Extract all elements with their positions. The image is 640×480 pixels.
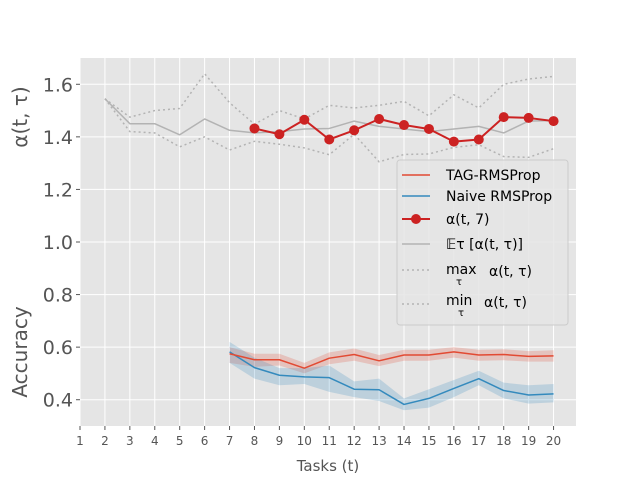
y-tick-label-4: 1.2: [43, 179, 73, 201]
legend-label-tag: TAG-RMSProp: [445, 168, 541, 184]
legend-label-min-sub: τ: [458, 308, 464, 319]
x-tick-label-20: 20: [546, 434, 561, 448]
alpha7-point-15: [423, 123, 434, 134]
x-tick-label-16: 16: [446, 434, 461, 448]
y-tick-label-3: 1.0: [43, 232, 73, 254]
y-tick-label-2: 0.8: [43, 285, 73, 307]
legend-label-max-rest: α(t, τ): [489, 264, 532, 280]
x-tick-label-9: 9: [276, 434, 284, 448]
y-axis-label-top: α(t, τ): [8, 86, 32, 147]
x-tick-label-13: 13: [371, 434, 386, 448]
series-line-tag: [229, 351, 554, 369]
x-tick-label-5: 5: [176, 434, 184, 448]
alpha7-point-12: [349, 125, 360, 136]
y-tick-label-1: 0.6: [43, 337, 73, 359]
x-tick-label-10: 10: [297, 434, 312, 448]
series-line-max: [104, 73, 554, 125]
x-tick-label-17: 17: [471, 434, 486, 448]
x-tick-label-19: 19: [521, 434, 536, 448]
alpha7-point-9: [274, 129, 285, 140]
x-tick-label-8: 8: [251, 434, 259, 448]
alpha7-point-13: [374, 113, 385, 124]
y-tick-label-5: 1.4: [43, 127, 73, 149]
alpha7-point-14: [399, 120, 410, 131]
y-tick-label-6: 1.6: [43, 74, 73, 96]
y-axis-ticks: 0.4 0.6 0.8 1.0 1.2 1.4 1.6: [43, 74, 80, 412]
alpha7-point-16: [448, 136, 459, 147]
x-tick-label-14: 14: [396, 434, 411, 448]
x-tick-label-18: 18: [496, 434, 511, 448]
legend-label-min-main: min: [446, 293, 472, 309]
x-tick-label-12: 12: [347, 434, 362, 448]
alpha7-point-19: [523, 112, 534, 123]
alpha7-markers: [249, 112, 559, 147]
x-tick-label-7: 7: [226, 434, 234, 448]
legend-marker-alpha7: [411, 214, 421, 224]
x-axis-ticks: 1 2 3 4 5 6 7 8 9 10 11 12 13 14 15 16 17 18 19 20: [76, 426, 561, 448]
x-tick-label-4: 4: [151, 434, 159, 448]
series-line-naive: [229, 351, 554, 406]
legend-label-naive: Naive RMSProp: [446, 189, 552, 205]
legend-box: [396, 159, 569, 326]
legend-label-max-sub: τ: [456, 277, 462, 288]
alpha7-point-8: [249, 123, 260, 134]
legend-label-alpha7: α(t, 7): [446, 212, 489, 228]
x-tick-label-11: 11: [322, 434, 337, 448]
x-tick-label-6: 6: [201, 434, 209, 448]
y-axis-label-bottom: Accuracy: [8, 306, 32, 397]
alpha7-point-11: [324, 134, 335, 145]
legend-label-max-main: max: [446, 262, 477, 278]
x-tick-label-3: 3: [126, 434, 134, 448]
x-tick-label-1: 1: [76, 434, 84, 448]
series-line-mean: [104, 98, 554, 136]
y-tick-label-0: 0.4: [43, 390, 73, 412]
x-tick-label-15: 15: [421, 434, 436, 448]
legend: TAG-RMSProp Naive RMSProp α(t, 7) 𝔼τ [α(…: [396, 159, 569, 326]
alpha7-point-10: [299, 114, 310, 125]
alpha7-point-18: [498, 112, 509, 123]
legend-label-mean: 𝔼τ [α(t, τ)]: [446, 237, 523, 253]
x-axis-label: Tasks (t): [296, 457, 360, 475]
legend-label-min-rest: α(t, τ): [484, 295, 527, 311]
x-tick-label-2: 2: [101, 434, 109, 448]
alpha7-point-17: [473, 134, 484, 145]
alpha7-point-20: [548, 116, 559, 127]
